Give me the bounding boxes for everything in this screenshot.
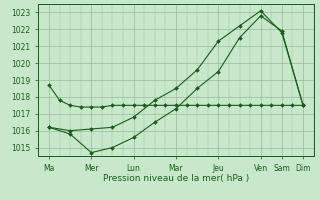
X-axis label: Pression niveau de la mer( hPa ): Pression niveau de la mer( hPa ) — [103, 174, 249, 183]
